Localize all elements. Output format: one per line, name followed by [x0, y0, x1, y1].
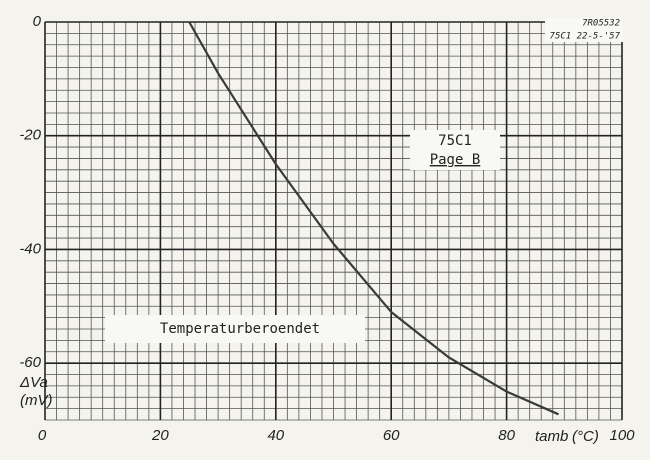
y-label: ΔVa — [19, 374, 48, 391]
stamp: 75C1 22-5-'57 — [550, 32, 621, 42]
stamp-box — [545, 18, 623, 42]
x-tick-label: 60 — [383, 427, 400, 444]
note-box — [410, 130, 500, 170]
x-label: tamb — [535, 428, 568, 445]
x-tick-label: 0 — [38, 427, 47, 444]
y-tick-label: -60 — [19, 354, 41, 371]
y-tick-label: 0 — [33, 13, 42, 30]
x-tick-label: 100 — [609, 427, 635, 444]
x-tick-label: 20 — [151, 427, 169, 444]
x-tick-label: 40 — [267, 427, 284, 444]
stamp: 7R05532 — [582, 19, 620, 29]
note: Page B — [430, 152, 481, 168]
x-label: (°C) — [572, 428, 599, 445]
note: 75C1 — [438, 133, 472, 149]
x-tick-label: 80 — [498, 427, 515, 444]
curve — [188, 21, 559, 416]
y-tick-label: -40 — [19, 240, 41, 257]
y-label: (mV) — [20, 392, 53, 409]
caption-box — [105, 315, 365, 343]
y-tick-label: -20 — [19, 127, 41, 144]
caption: Temperaturberoendet — [160, 321, 320, 337]
